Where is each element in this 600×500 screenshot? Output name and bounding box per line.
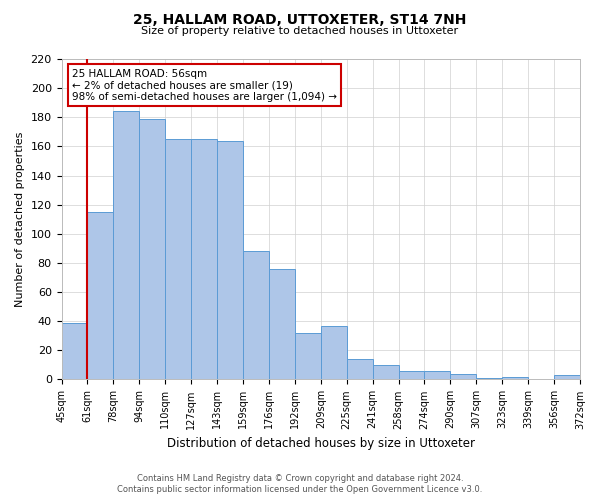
Bar [295,333,321,380]
Bar [269,268,295,380]
Text: Size of property relative to detached houses in Uttoxeter: Size of property relative to detached ho… [142,26,458,36]
Bar [243,252,269,380]
Bar [347,359,373,380]
Bar [451,374,476,380]
Bar [62,322,88,380]
Y-axis label: Number of detached properties: Number of detached properties [15,132,25,307]
Bar [554,375,580,380]
Bar [398,370,424,380]
Bar [217,140,243,380]
Bar [424,370,451,380]
Bar [373,365,398,380]
Bar [88,212,113,380]
Text: 25 HALLAM ROAD: 56sqm
← 2% of detached houses are smaller (19)
98% of semi-detac: 25 HALLAM ROAD: 56sqm ← 2% of detached h… [72,68,337,102]
Text: Contains HM Land Registry data © Crown copyright and database right 2024.
Contai: Contains HM Land Registry data © Crown c… [118,474,482,494]
X-axis label: Distribution of detached houses by size in Uttoxeter: Distribution of detached houses by size … [167,437,475,450]
Bar [165,139,191,380]
Text: 25, HALLAM ROAD, UTTOXETER, ST14 7NH: 25, HALLAM ROAD, UTTOXETER, ST14 7NH [133,12,467,26]
Bar [139,118,165,380]
Bar [321,326,347,380]
Bar [113,112,139,380]
Bar [476,378,502,380]
Bar [191,139,217,380]
Bar [502,376,528,380]
